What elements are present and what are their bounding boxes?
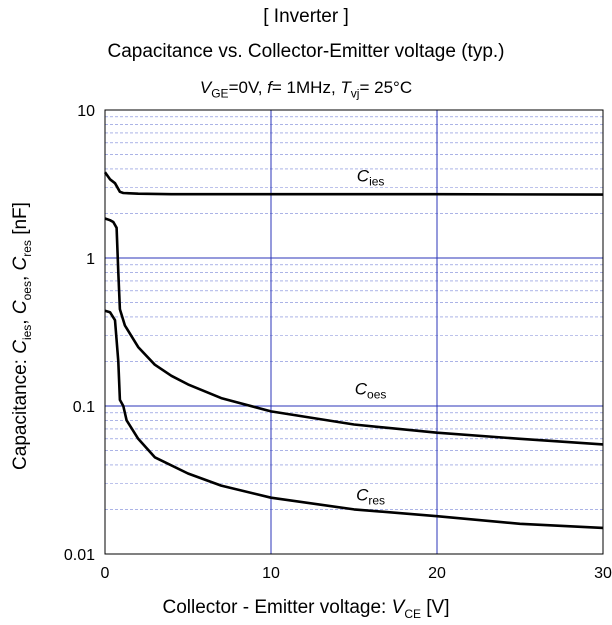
x-axis-label: Collector - Emitter voltage: VCE [V] — [0, 597, 612, 621]
curve-label-ies: Cies — [357, 166, 385, 188]
xlabel-symbol: V — [391, 597, 405, 618]
y-tick-label: 0.1 — [73, 399, 95, 416]
ylabel-prefix: Capacitance: — [10, 353, 32, 470]
curve-label-symbol: C — [357, 166, 370, 185]
vge-value: =0V, — [228, 78, 268, 97]
ylabel-c2: C — [10, 300, 32, 315]
y-tick-label: 10 — [77, 103, 95, 120]
grid — [104, 109, 604, 555]
curve-label-subscript: res — [368, 493, 385, 507]
curve-label-oes: Coes — [355, 379, 387, 401]
curve-label-symbol: C — [355, 379, 368, 398]
t-subscript: vj — [350, 86, 360, 101]
t-value: = 25°C — [359, 78, 413, 97]
curve-label-res: Cres — [356, 485, 385, 507]
vge-symbol: V — [199, 78, 212, 97]
y-axis-label: Capacitance: Cies, Coes, Cres [nF] — [10, 202, 34, 470]
series-line-res — [104, 309, 604, 530]
xlabel-subscript: CE — [404, 606, 421, 621]
ylabel-sep2: , — [10, 270, 32, 282]
test-conditions: VGE=0V, f= 1MHz, Tvj= 25°C — [0, 78, 612, 100]
x-tick-label: 20 — [428, 565, 446, 582]
x-tick-label: 0 — [101, 565, 110, 582]
chart-subtitle: Capacitance vs. Collector-Emitter voltag… — [107, 41, 505, 62]
curve-label-subscript: oes — [367, 387, 386, 401]
series-lines — [103, 171, 604, 530]
ylabel-ies: ies — [19, 324, 34, 341]
chart-title: [ Inverter ] — [263, 6, 349, 27]
x-tick-label: 30 — [594, 565, 612, 582]
vge-subscript: GE — [211, 86, 229, 101]
ylabel-c3: C — [10, 256, 32, 271]
ylabel-sep1: , — [10, 314, 32, 325]
series-line-ies — [103, 171, 604, 196]
plot-frame — [104, 109, 604, 555]
x-tick-label: 10 — [262, 565, 280, 582]
xlabel-prefix: Collector - Emitter voltage: — [162, 597, 392, 618]
ylabel-suffix: [nF] — [10, 202, 32, 241]
y-tick-label: 1 — [86, 251, 95, 268]
ylabel-res: res — [19, 240, 34, 257]
xlabel-suffix: [V] — [420, 597, 450, 618]
series-line-oes — [104, 217, 604, 446]
curve-label-symbol: C — [356, 485, 369, 504]
ylabel-oes: oes — [19, 281, 34, 301]
ylabel-c1: C — [10, 340, 32, 354]
f-value: = 1MHz, — [271, 78, 341, 97]
curve-label-subscript: ies — [369, 174, 384, 188]
tick-labels: 0 10 20 30 0.01 0.1 1 10 — [64, 103, 612, 582]
t-symbol: T — [340, 78, 351, 97]
y-tick-label: 0.01 — [64, 547, 95, 564]
f-symbol: f — [267, 78, 272, 97]
